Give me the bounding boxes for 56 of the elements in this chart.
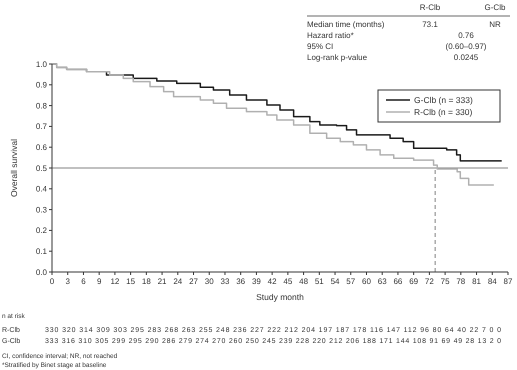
x-tick-label: 48 [299, 277, 309, 286]
x-tick-label: 66 [393, 277, 403, 286]
x-tick-label: 36 [236, 277, 246, 286]
text: 73.1 [422, 20, 438, 29]
x-tick-label: 84 [488, 277, 498, 286]
x-tick-label: 24 [173, 277, 183, 286]
y-tick-label: 0.9 [36, 80, 48, 90]
x-tick-label: 15 [126, 277, 136, 286]
x-tick-label: 81 [472, 277, 482, 286]
y-tick-label: 0.7 [36, 122, 48, 132]
x-tick-label: 45 [283, 277, 293, 286]
y-tick-label: 0.0 [36, 268, 48, 277]
y-tick-label: 0.5 [36, 164, 48, 173]
y-tick-label: 0.8 [36, 101, 48, 110]
x-tick-label: 72 [424, 277, 434, 286]
text: R-Clb [420, 3, 441, 12]
text: Median time (months) [307, 20, 385, 29]
x-tick-label: 0 [50, 277, 55, 286]
x-tick-label: 63 [378, 277, 388, 286]
text: NR [489, 20, 501, 29]
x-tick-label: 69 [409, 277, 419, 286]
x-tick-label: 27 [189, 277, 199, 286]
x-tick-label: 12 [110, 277, 120, 286]
x-tick-label: 60 [362, 277, 372, 286]
x-axis-title: Study month [256, 292, 304, 302]
y-tick-label: 0.1 [36, 247, 48, 256]
x-tick-label: 87 [504, 277, 513, 286]
x-tick-label: 18 [142, 277, 152, 286]
text: Log-rank p-value [307, 53, 368, 62]
text: 95% CI [307, 42, 334, 51]
y-tick-label: 0.4 [36, 184, 48, 194]
x-tick-label: 75 [440, 277, 450, 286]
x-tick-label: 9 [96, 277, 102, 286]
text: 0.76 [458, 31, 474, 40]
y-tick-label: 0.6 [36, 143, 48, 152]
x-tick-label: 57 [346, 277, 356, 286]
x-tick-label: 33 [220, 277, 230, 286]
text: 0.0245 [454, 53, 479, 62]
legend-label: G-Clb (n = 333) [414, 94, 473, 105]
text: Hazard ratio* [307, 31, 354, 40]
y-axis-title: Overall survival [9, 138, 19, 198]
y-tick-label: 0.3 [36, 205, 48, 214]
x-tick-label: 30 [204, 277, 214, 286]
y-tick-label: 1.0 [36, 60, 48, 69]
x-tick-label: 78 [456, 277, 466, 286]
x-tick-label: 6 [81, 277, 86, 286]
x-tick-label: 39 [252, 277, 262, 286]
x-tick-label: 3 [66, 277, 70, 286]
text: G-Clb [484, 3, 506, 12]
legend-label: R-Clb (n = 330) [414, 106, 473, 117]
x-tick-label: 54 [330, 277, 340, 286]
x-tick-label: 21 [158, 277, 168, 286]
x-tick-label: 42 [268, 277, 278, 286]
x-tick-label: 51 [314, 277, 324, 286]
y-tick-label: 0.2 [36, 226, 48, 236]
text: (0.60–0.97) [446, 42, 487, 51]
